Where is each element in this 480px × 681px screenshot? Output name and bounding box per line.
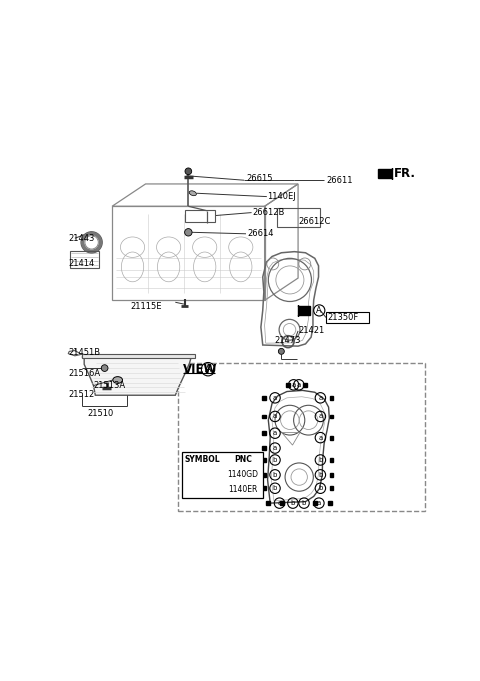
Text: 26612C: 26612C <box>298 217 330 226</box>
Text: b: b <box>273 486 277 491</box>
FancyBboxPatch shape <box>181 452 264 498</box>
Bar <box>330 458 334 462</box>
Text: a: a <box>273 430 277 437</box>
Text: 26615: 26615 <box>246 174 273 183</box>
Text: 1140EJ: 1140EJ <box>267 192 296 201</box>
Circle shape <box>185 229 192 236</box>
Text: a: a <box>318 413 323 419</box>
Bar <box>262 486 266 490</box>
Polygon shape <box>82 354 195 358</box>
Bar <box>303 383 307 387</box>
Text: a: a <box>317 500 321 506</box>
Text: 21350F: 21350F <box>328 313 359 321</box>
Text: a: a <box>318 434 323 441</box>
Text: 21414: 21414 <box>68 259 95 268</box>
Bar <box>330 486 334 490</box>
Ellipse shape <box>113 377 122 383</box>
FancyArrow shape <box>378 168 392 179</box>
Text: 21510: 21510 <box>87 409 113 417</box>
Circle shape <box>278 349 284 354</box>
Text: 1140GD: 1140GD <box>228 471 258 479</box>
Bar <box>262 415 266 418</box>
Bar <box>330 436 334 439</box>
Circle shape <box>101 365 108 371</box>
Text: 21512: 21512 <box>68 390 95 399</box>
Bar <box>313 501 317 505</box>
Text: b: b <box>273 472 277 478</box>
Text: a: a <box>200 471 204 479</box>
Text: b: b <box>291 500 295 506</box>
Bar <box>262 431 266 435</box>
Text: 21443: 21443 <box>68 234 95 242</box>
Ellipse shape <box>189 191 196 195</box>
Text: b: b <box>273 457 277 463</box>
Text: 21516A: 21516A <box>68 369 100 378</box>
Bar <box>262 446 266 450</box>
Text: 21513A: 21513A <box>94 381 126 390</box>
Bar <box>286 383 289 387</box>
Bar <box>262 473 266 477</box>
Text: A: A <box>316 306 322 315</box>
Bar <box>280 501 284 505</box>
Text: 21421: 21421 <box>298 326 324 335</box>
Text: a: a <box>277 500 282 506</box>
Text: A: A <box>205 364 211 374</box>
Bar <box>262 458 266 462</box>
Text: 1140ER: 1140ER <box>228 486 258 494</box>
Text: 26611: 26611 <box>326 176 352 185</box>
Text: a: a <box>318 395 323 401</box>
Circle shape <box>185 168 192 174</box>
Text: b: b <box>318 457 323 463</box>
Text: VIEW: VIEW <box>183 363 217 376</box>
Text: b: b <box>200 486 205 494</box>
Bar <box>328 501 332 505</box>
FancyArrow shape <box>298 305 310 316</box>
Text: FR.: FR. <box>394 167 416 180</box>
Polygon shape <box>84 358 191 395</box>
Bar <box>330 396 334 400</box>
Text: 21473: 21473 <box>274 336 300 345</box>
Text: b: b <box>318 486 323 491</box>
Text: SYMBOL: SYMBOL <box>184 456 220 464</box>
Text: a: a <box>273 445 277 451</box>
Text: a: a <box>273 395 277 401</box>
Bar <box>266 501 270 505</box>
Text: b: b <box>318 472 323 478</box>
Bar <box>330 473 334 477</box>
Text: a: a <box>297 382 301 387</box>
Text: PNC: PNC <box>234 456 252 464</box>
Text: 21451B: 21451B <box>68 347 100 357</box>
Text: a: a <box>291 382 296 387</box>
Text: b: b <box>302 500 306 506</box>
Bar <box>262 396 266 400</box>
Text: 26614: 26614 <box>247 229 274 238</box>
Text: a: a <box>273 413 277 419</box>
Bar <box>330 415 334 418</box>
Text: 21115E: 21115E <box>131 302 162 311</box>
Text: 26612B: 26612B <box>252 208 285 217</box>
